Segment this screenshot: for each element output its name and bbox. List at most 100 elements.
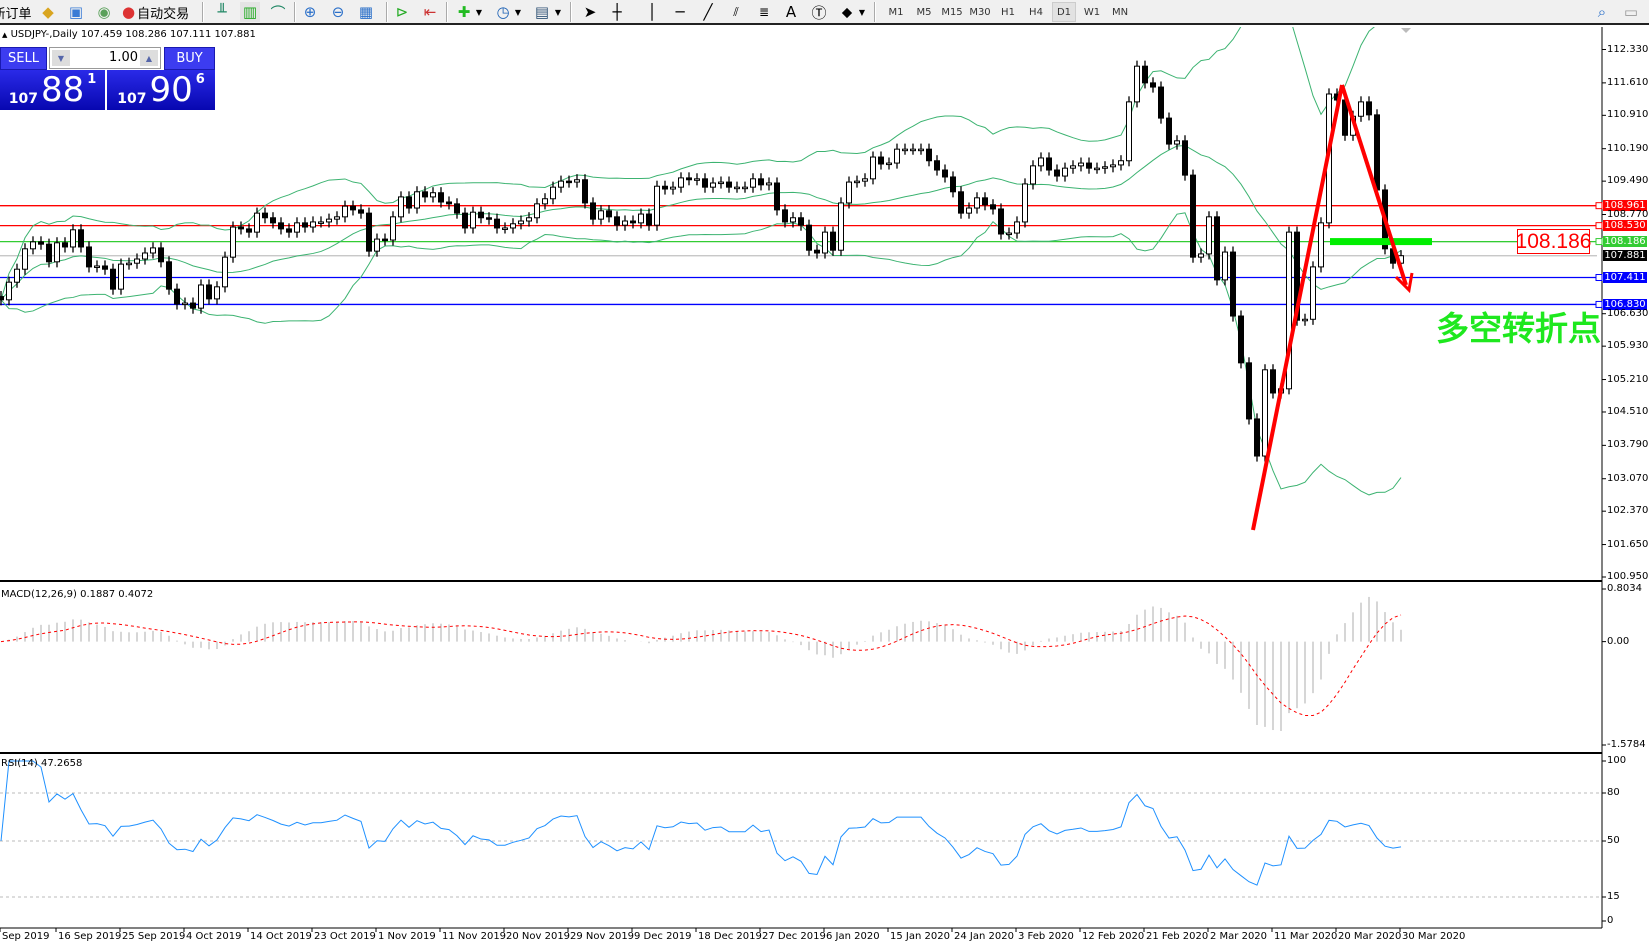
zoom-out-icon[interactable]: ⊖ [331, 3, 345, 21]
candle-body [150, 247, 156, 254]
date-axis-label: 15 Jan 2020 [890, 931, 950, 942]
indicators-icon[interactable]: ✚ [457, 3, 471, 21]
timeframe-d1[interactable]: D1 [1052, 2, 1076, 22]
zoom-in-icon[interactable]: ⊕ [303, 3, 317, 21]
date-axis-label: 9 Dec 2019 [634, 931, 692, 942]
tile-windows-icon[interactable]: ▦ [358, 3, 374, 21]
candle-body [590, 202, 596, 220]
price-axis-label: 106.630 [1607, 307, 1649, 319]
search-icon[interactable]: ⌕ [1597, 3, 1607, 21]
separator [202, 2, 204, 22]
timeframe-h4[interactable]: H4 [1029, 6, 1043, 18]
collapse-icon[interactable]: ▲ [2, 31, 8, 39]
chevron-down-icon[interactable]: ▼ [554, 7, 562, 17]
market-watch-icon[interactable]: ◆ [42, 3, 54, 21]
price-label-108186[interactable]: 108.186 [1515, 229, 1592, 254]
vertical-line-icon[interactable]: │ [647, 3, 657, 21]
chart-window[interactable] [0, 27, 1649, 944]
candle-body [1086, 162, 1092, 169]
price-axis-label: 102.370 [1607, 505, 1649, 517]
navigator-icon[interactable]: ▣ [68, 3, 84, 21]
line-chart-icon[interactable]: ⌒ [270, 3, 286, 22]
price-axis-label: 109.490 [1607, 175, 1649, 187]
sell-price-fraction: 1 [87, 72, 97, 87]
chart-shift-icon[interactable]: ⇤ [423, 3, 437, 21]
candle-body [110, 268, 116, 290]
chevron-down-icon[interactable]: ▼ [514, 7, 522, 17]
candle-body [446, 201, 452, 205]
arrows-icon[interactable]: ⬥ [841, 3, 853, 21]
price-level-label: 108.186 [1603, 236, 1647, 248]
chat-icon[interactable]: ▭ [1623, 3, 1639, 21]
candle-body [558, 180, 564, 188]
timeframe-h1[interactable]: H1 [1001, 6, 1015, 18]
support-bar [1330, 238, 1432, 246]
candle-body [358, 209, 364, 214]
text-label-icon[interactable]: Ⓣ [811, 3, 827, 22]
equidistant-channel-icon[interactable]: ⫽ [733, 4, 739, 19]
candle-body [846, 181, 852, 204]
price-axis-label: 108.770 [1607, 208, 1649, 220]
sell-price[interactable]: 107 88 1 [0, 70, 105, 110]
buy-button[interactable]: BUY [164, 47, 215, 70]
timeframe-w1[interactable]: W1 [1083, 6, 1101, 18]
candle-body [606, 210, 612, 218]
candle-body [726, 181, 732, 188]
candle-body [1062, 167, 1068, 177]
buy-price-pips: 90 [149, 70, 193, 110]
timeframe-m1[interactable]: M1 [888, 6, 904, 18]
date-axis-label: 16 Sep 2019 [58, 931, 122, 942]
signals-icon[interactable]: ◉ [97, 3, 111, 21]
candle-body [262, 212, 268, 219]
turning-point-annotation[interactable]: 多空转折点 [1436, 309, 1601, 348]
chevron-down-icon[interactable]: ▼ [858, 7, 866, 17]
timeframe-mn[interactable]: MN [1111, 6, 1129, 18]
candle-body [662, 185, 668, 190]
timeframe-m5[interactable]: M5 [916, 6, 932, 18]
lot-size-input[interactable]: ▼ 1.00 ▲ [49, 47, 161, 69]
new-order-button[interactable]: 新订单 [0, 6, 32, 22]
date-axis-label: 23 Oct 2019 [314, 931, 376, 942]
periods-clock-icon[interactable]: ◷ [496, 3, 510, 21]
candle-body [734, 186, 740, 190]
candle-body [1270, 369, 1276, 394]
candlestick-chart-icon[interactable]: ▥ [240, 2, 260, 22]
candle-body [870, 156, 876, 180]
buy-price[interactable]: 107 90 6 [107, 70, 215, 110]
candle-body [214, 286, 220, 300]
candle-body [6, 281, 12, 301]
crosshair-icon[interactable]: ┼ [612, 3, 622, 21]
lot-decrease-icon[interactable]: ▼ [52, 50, 70, 66]
candle-body [758, 178, 764, 186]
candle-body [334, 216, 340, 220]
auto-trading-button[interactable]: ● 自动交易 [122, 2, 189, 22]
candle-body [118, 263, 124, 290]
cursor-icon[interactable]: ➤ [583, 3, 597, 21]
timeframe-m30[interactable]: M30 [969, 6, 991, 18]
price-level-label: 106.830 [1603, 298, 1647, 310]
candle-body [134, 258, 140, 264]
text-icon[interactable]: A [785, 3, 797, 21]
price-axis-label: 103.790 [1607, 439, 1649, 451]
candle-body [518, 220, 524, 225]
candle-body [774, 182, 780, 211]
bar-chart-icon[interactable]: ╨ [217, 3, 227, 21]
templates-icon[interactable]: ▤ [534, 3, 550, 21]
candle-body [934, 160, 940, 171]
trendline-icon[interactable]: ╱ [703, 3, 713, 21]
chart-canvas[interactable] [0, 27, 1649, 944]
chevron-down-icon[interactable]: ▼ [475, 7, 483, 17]
candle-body [886, 162, 892, 166]
horizontal-line-icon[interactable]: ─ [675, 3, 685, 21]
toolbar: 新订单 ◆ ▣ ◉ ● 自动交易 ╨ ▥ ⌒ ⊕ ⊖ ▦ ⊳ ⇤ ✚ ▼ ◷ ▼… [0, 0, 1649, 25]
candle-body [78, 229, 84, 248]
autoscroll-icon[interactable]: ⊳ [395, 3, 409, 21]
timeframe-m15[interactable]: M15 [941, 6, 963, 18]
auto-trading-label: 自动交易 [137, 6, 190, 22]
lot-increase-icon[interactable]: ▲ [140, 50, 158, 66]
level-handle [1595, 202, 1603, 210]
candle-body [510, 223, 516, 229]
candle-body [630, 220, 636, 224]
sell-button[interactable]: SELL [0, 47, 47, 70]
fibonacci-icon[interactable]: ≣ [758, 5, 770, 19]
